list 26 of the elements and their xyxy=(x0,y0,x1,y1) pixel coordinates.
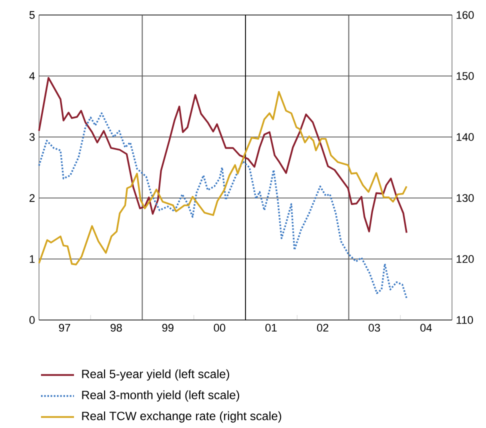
x-tick-label: 02 xyxy=(317,324,328,332)
line-series xyxy=(38,76,408,234)
y2-tick-label: 150 xyxy=(456,72,474,80)
y2-tick-label: 130 xyxy=(456,194,474,202)
y2-tick-label: 120 xyxy=(456,255,474,263)
legend-label: Real TCW exchange rate (right scale) xyxy=(82,411,282,423)
y-tick-label: 0 xyxy=(29,316,35,324)
y-tick-label: 3 xyxy=(29,133,35,141)
x-tick-label: 03 xyxy=(368,324,380,332)
y-tick-label: 1 xyxy=(30,255,35,263)
line-series xyxy=(38,112,408,299)
y-tick-label: 5 xyxy=(29,11,35,19)
x-tick-label: 00 xyxy=(214,324,226,332)
x-tick-label: 04 xyxy=(420,324,432,332)
y-tick-label: 2 xyxy=(30,194,35,202)
legend-label: Real 5-year yield (left scale) xyxy=(82,369,230,381)
x-tick-label: 98 xyxy=(110,324,122,332)
legend-label: Real 3-month yield (left scale) xyxy=(82,390,240,402)
line-series xyxy=(38,91,408,266)
y-tick-label: 4 xyxy=(29,72,35,80)
x-tick-label: 01 xyxy=(265,324,277,332)
y2-tick-label: 140 xyxy=(456,133,474,141)
x-tick-label: 99 xyxy=(162,324,174,332)
y2-tick-label: 110 xyxy=(456,316,473,324)
x-tick-label: 97 xyxy=(59,324,70,332)
y2-tick-label: 160 xyxy=(456,11,474,19)
